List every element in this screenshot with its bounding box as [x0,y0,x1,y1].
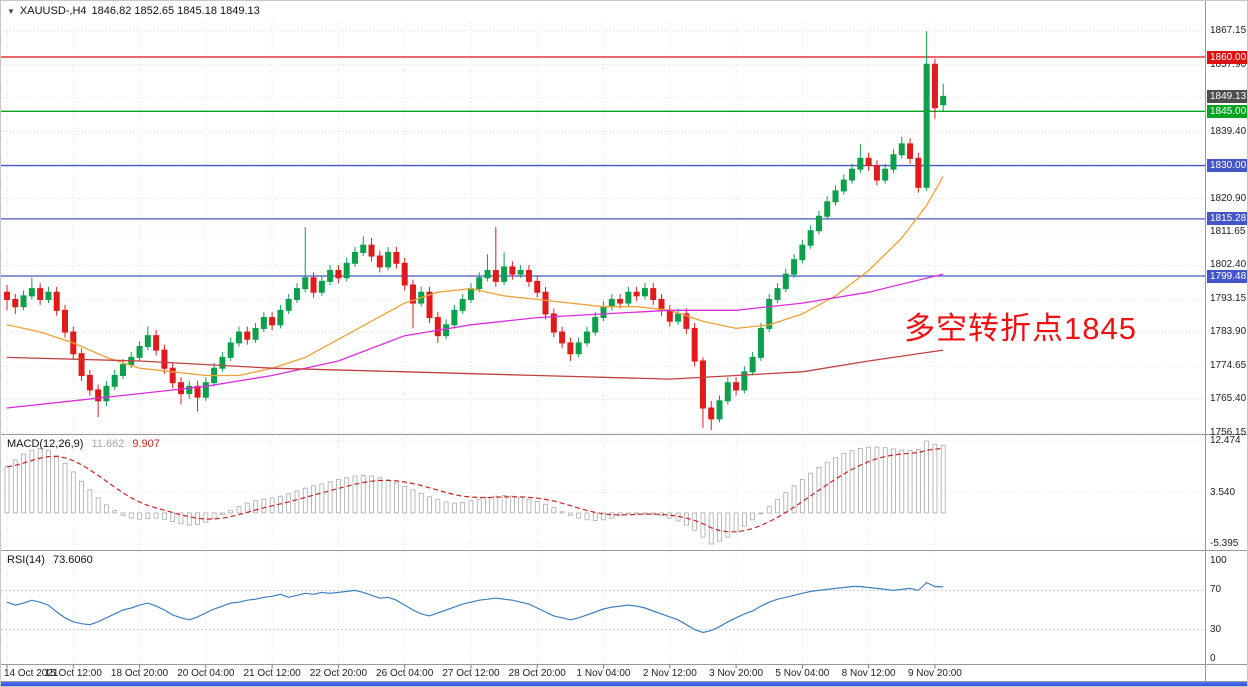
axis-label: 1811.65 [1210,225,1246,237]
time-axis: 14 Oct 2021 15 Oct 12:00 18 Oct 20:00 20 Oc… [1,665,1205,682]
price-badge: 1860.00 [1207,50,1247,64]
axis-label: 1839.40 [1210,125,1247,137]
price-badge: 1799.48 [1207,269,1247,283]
axis-label: 1820.90 [1210,192,1247,204]
rsi-indicator-label: RSI(14) 73.6060 [7,554,98,566]
price-badge: 1845.00 [1207,104,1247,118]
time-axis-label: 3 Nov 20:00 [709,668,764,679]
symbol-dropdown-icon[interactable]: ▼ [7,6,15,16]
panel-separators [1,434,1247,682]
moving-averages [6,176,944,409]
time-axis-label: 5 Nov 04:00 [775,668,830,679]
ma-slow-red [6,349,944,380]
axis-label: 3.540 [1210,486,1236,498]
macd-layer [4,440,946,545]
price-badge: 1849.13 [1207,89,1247,103]
symbol-info-bar: ▼ XAUUSD-,H4 1846.82 1852.65 1845.18 184… [7,5,260,17]
axis-label: 70 [1210,584,1222,596]
axis-label: 12.474 [1210,435,1241,446]
time-axis-label: 22 Oct 20:00 [309,668,368,679]
macd-indicator-label: MACD(12,26,9) 11.662 9.907 [7,438,165,450]
rsi-value: 73.6060 [52,554,93,566]
level-lines [1,56,1205,277]
ma-mid-magenta [6,273,944,409]
price-badge: 1815.28 [1207,212,1247,226]
time-axis-label: 14 Oct 2021 [4,668,59,679]
axis-label: 100 [1210,555,1227,566]
candles-layer [4,31,947,431]
symbol-ohlc-values: 1846.82 1852.65 1845.18 1849.13 [91,5,260,17]
time-axis-label: 2 Nov 12:00 [642,668,697,679]
time-axis-label: 20 Oct 04:00 [177,668,235,679]
time-axis-label: 1 Nov 04:00 [576,668,631,679]
time-axis-label: 26 Oct 04:00 [376,668,434,679]
annotation-text: 多空转折点1845 [904,311,1137,346]
macd-signal-value: 9.907 [132,438,160,450]
macd-indicator-name: MACD(12,26,9) [7,438,84,450]
axis-label: 1765.40 [1210,393,1247,405]
time-axis-label: 21 Oct 12:00 [243,668,301,679]
axis-label: 1867.15 [1210,25,1247,37]
time-axis-label: 18 Oct 20:00 [110,668,169,679]
time-axis-label: 8 Nov 12:00 [841,668,896,679]
price-axis: 1867.15 1857.90 1839.40 1820.90 1811.65 1802.… [1205,1,1247,682]
axis-label: 0 [1210,653,1216,664]
axis-label: 1774.65 [1210,359,1247,371]
time-axis-label: 28 Oct 20:00 [508,668,566,679]
axis-label: 1783.90 [1210,326,1247,338]
axis-label: -5.395 [1210,538,1239,549]
axis-label: 1756.15 [1210,426,1247,438]
ma-fast-orange [6,176,944,377]
time-axis-label: 15 Oct 12:00 [44,668,102,679]
rsi-line [6,581,944,634]
rsi-layer [1,581,1205,634]
axis-label: 30 [1210,623,1222,635]
macd-main-value: 11.662 [91,438,125,450]
symbol-title: XAUUSD-,H4 [19,5,87,17]
price-badge: 1830.00 [1207,159,1247,173]
time-axis-label: 27 Oct 12:00 [442,668,500,679]
axis-label: 1793.15 [1210,292,1247,304]
axis-label: 1802.40 [1210,259,1247,271]
axis-label: 1857.90 [1210,58,1247,70]
macd-signal-line [6,447,944,533]
bottom-scrollbar[interactable] [1,682,1247,686]
time-axis-label: 9 Nov 20:00 [907,668,962,679]
rsi-indicator-name: RSI(14) [7,554,45,566]
